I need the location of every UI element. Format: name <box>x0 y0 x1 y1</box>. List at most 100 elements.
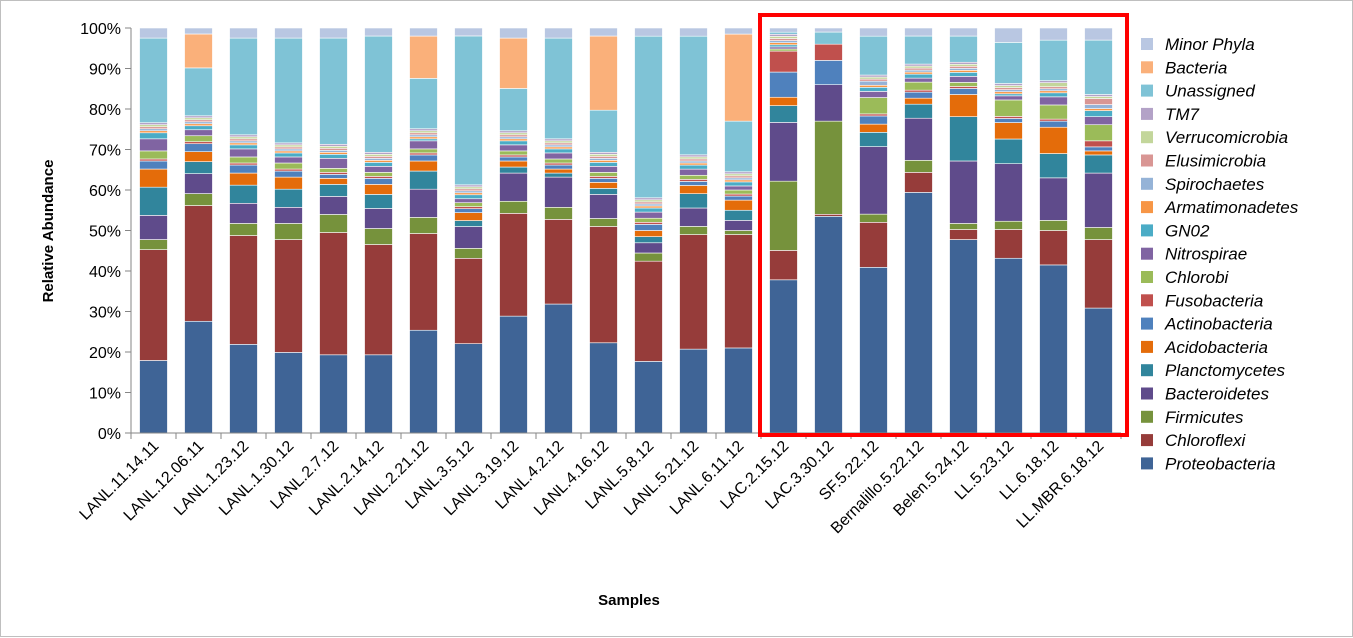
bar-segment <box>949 88 978 95</box>
y-tick-label: 10% <box>89 386 121 403</box>
bar-segment <box>679 193 708 209</box>
bar-segment <box>769 40 798 43</box>
bar-segment <box>904 65 933 69</box>
bar-segment <box>1084 150 1113 156</box>
bar-segment <box>1039 86 1068 90</box>
bar-segment <box>994 93 1023 97</box>
bar-segment <box>544 219 573 305</box>
bar-segment <box>1084 110 1113 117</box>
bar-segment <box>949 223 978 230</box>
legend-item-label: Armatimonadetes <box>1164 198 1299 217</box>
bar-segment <box>859 97 888 115</box>
bar-segment <box>589 226 618 344</box>
bar-segment <box>184 129 213 137</box>
bar-segment <box>409 152 438 156</box>
bar-segment <box>364 162 393 167</box>
y-tick-label: 80% <box>89 102 121 119</box>
bar-segment <box>409 128 438 132</box>
x-axis-ticks: LANL.11.14.11LANL.12.06.11LANL.1.23.12LA… <box>77 438 1108 538</box>
bar-segment <box>1084 116 1113 126</box>
bar-segment <box>679 160 708 164</box>
bar-segment <box>589 218 618 227</box>
bar-segment <box>544 303 573 434</box>
bar-segment <box>139 360 168 434</box>
bar-segment <box>544 168 573 174</box>
bar-segment <box>319 196 348 215</box>
bar-segment <box>139 132 168 140</box>
bar-segment <box>499 156 528 162</box>
bar-segment <box>589 182 618 189</box>
bar-segment <box>859 87 888 92</box>
bar-segment <box>634 260 663 362</box>
bar-segment <box>634 217 663 223</box>
bar-segment <box>319 147 348 151</box>
bar-segment <box>184 67 213 117</box>
bar-segment <box>994 95 1023 101</box>
bar-segment <box>589 35 618 111</box>
bar-segment <box>1084 27 1113 41</box>
bar-segment <box>184 173 213 194</box>
bar-segment <box>634 230 663 237</box>
x-axis-title: Samples <box>598 592 660 609</box>
y-tick-label: 70% <box>89 143 121 160</box>
bar-segment <box>949 76 978 83</box>
legend-swatch <box>1141 107 1153 120</box>
bar-segment <box>499 172 528 202</box>
bar-segment <box>1039 153 1068 179</box>
bar-segment <box>1084 154 1113 174</box>
bar-segment <box>1084 98 1113 105</box>
legend-swatch <box>1141 410 1153 423</box>
legend-item-label: Elusimicrobia <box>1165 152 1266 171</box>
bar-segment <box>859 35 888 76</box>
bar-segment <box>1084 124 1113 142</box>
bar-segment <box>229 142 258 146</box>
bar-segment <box>544 152 573 160</box>
bar-segment <box>769 122 798 182</box>
bar-segment <box>1084 140 1113 148</box>
bar-segment <box>454 226 483 249</box>
x-tick-label: LANL.12.06.11 <box>121 438 208 525</box>
x-tick-label: LANL.11.14.11 <box>77 438 163 524</box>
bar-segment <box>679 226 708 235</box>
bar-segment <box>364 172 393 177</box>
bar-segment <box>364 184 393 195</box>
legend-swatch <box>1141 434 1153 447</box>
bar-segment <box>859 132 888 147</box>
bar-segment <box>634 199 663 203</box>
bar-segment <box>499 200 528 214</box>
bar-segment <box>589 156 618 159</box>
bar-segment <box>949 82 978 87</box>
bar-segment <box>994 220 1023 230</box>
legend-item-label: Acidobacteria <box>1164 338 1268 357</box>
bar-segment <box>1084 39 1113 95</box>
legend-swatch <box>1141 224 1153 237</box>
bar-segment <box>859 91 888 98</box>
bar-segment <box>229 134 258 138</box>
bar-segment <box>814 43 843 61</box>
bar-segment <box>409 217 438 234</box>
bar-segment <box>229 235 258 345</box>
bar-segment <box>994 138 1023 164</box>
bar-segment <box>904 172 933 193</box>
bar-segment <box>364 194 393 209</box>
bar-segment <box>184 205 213 322</box>
legend-swatch <box>1141 131 1153 144</box>
bar-segment <box>229 140 258 144</box>
bar-segment <box>724 199 753 211</box>
bar-segment <box>904 91 933 99</box>
bar-segment <box>1039 230 1068 266</box>
bar-segment <box>859 78 888 82</box>
y-tick-label: 60% <box>89 183 121 200</box>
legend-swatch <box>1141 364 1153 377</box>
bar-segment <box>409 132 438 136</box>
bar-segment <box>1084 227 1113 240</box>
bar-segment <box>499 150 528 156</box>
bar-segment <box>499 130 528 134</box>
legend-item-label: Unassigned <box>1165 82 1255 101</box>
bar-segment <box>949 116 978 162</box>
bar-segment <box>634 205 663 209</box>
bar-segment <box>634 201 663 205</box>
bar-segment <box>139 249 168 361</box>
legend-swatch <box>1141 61 1153 74</box>
bar-segment <box>139 130 168 134</box>
